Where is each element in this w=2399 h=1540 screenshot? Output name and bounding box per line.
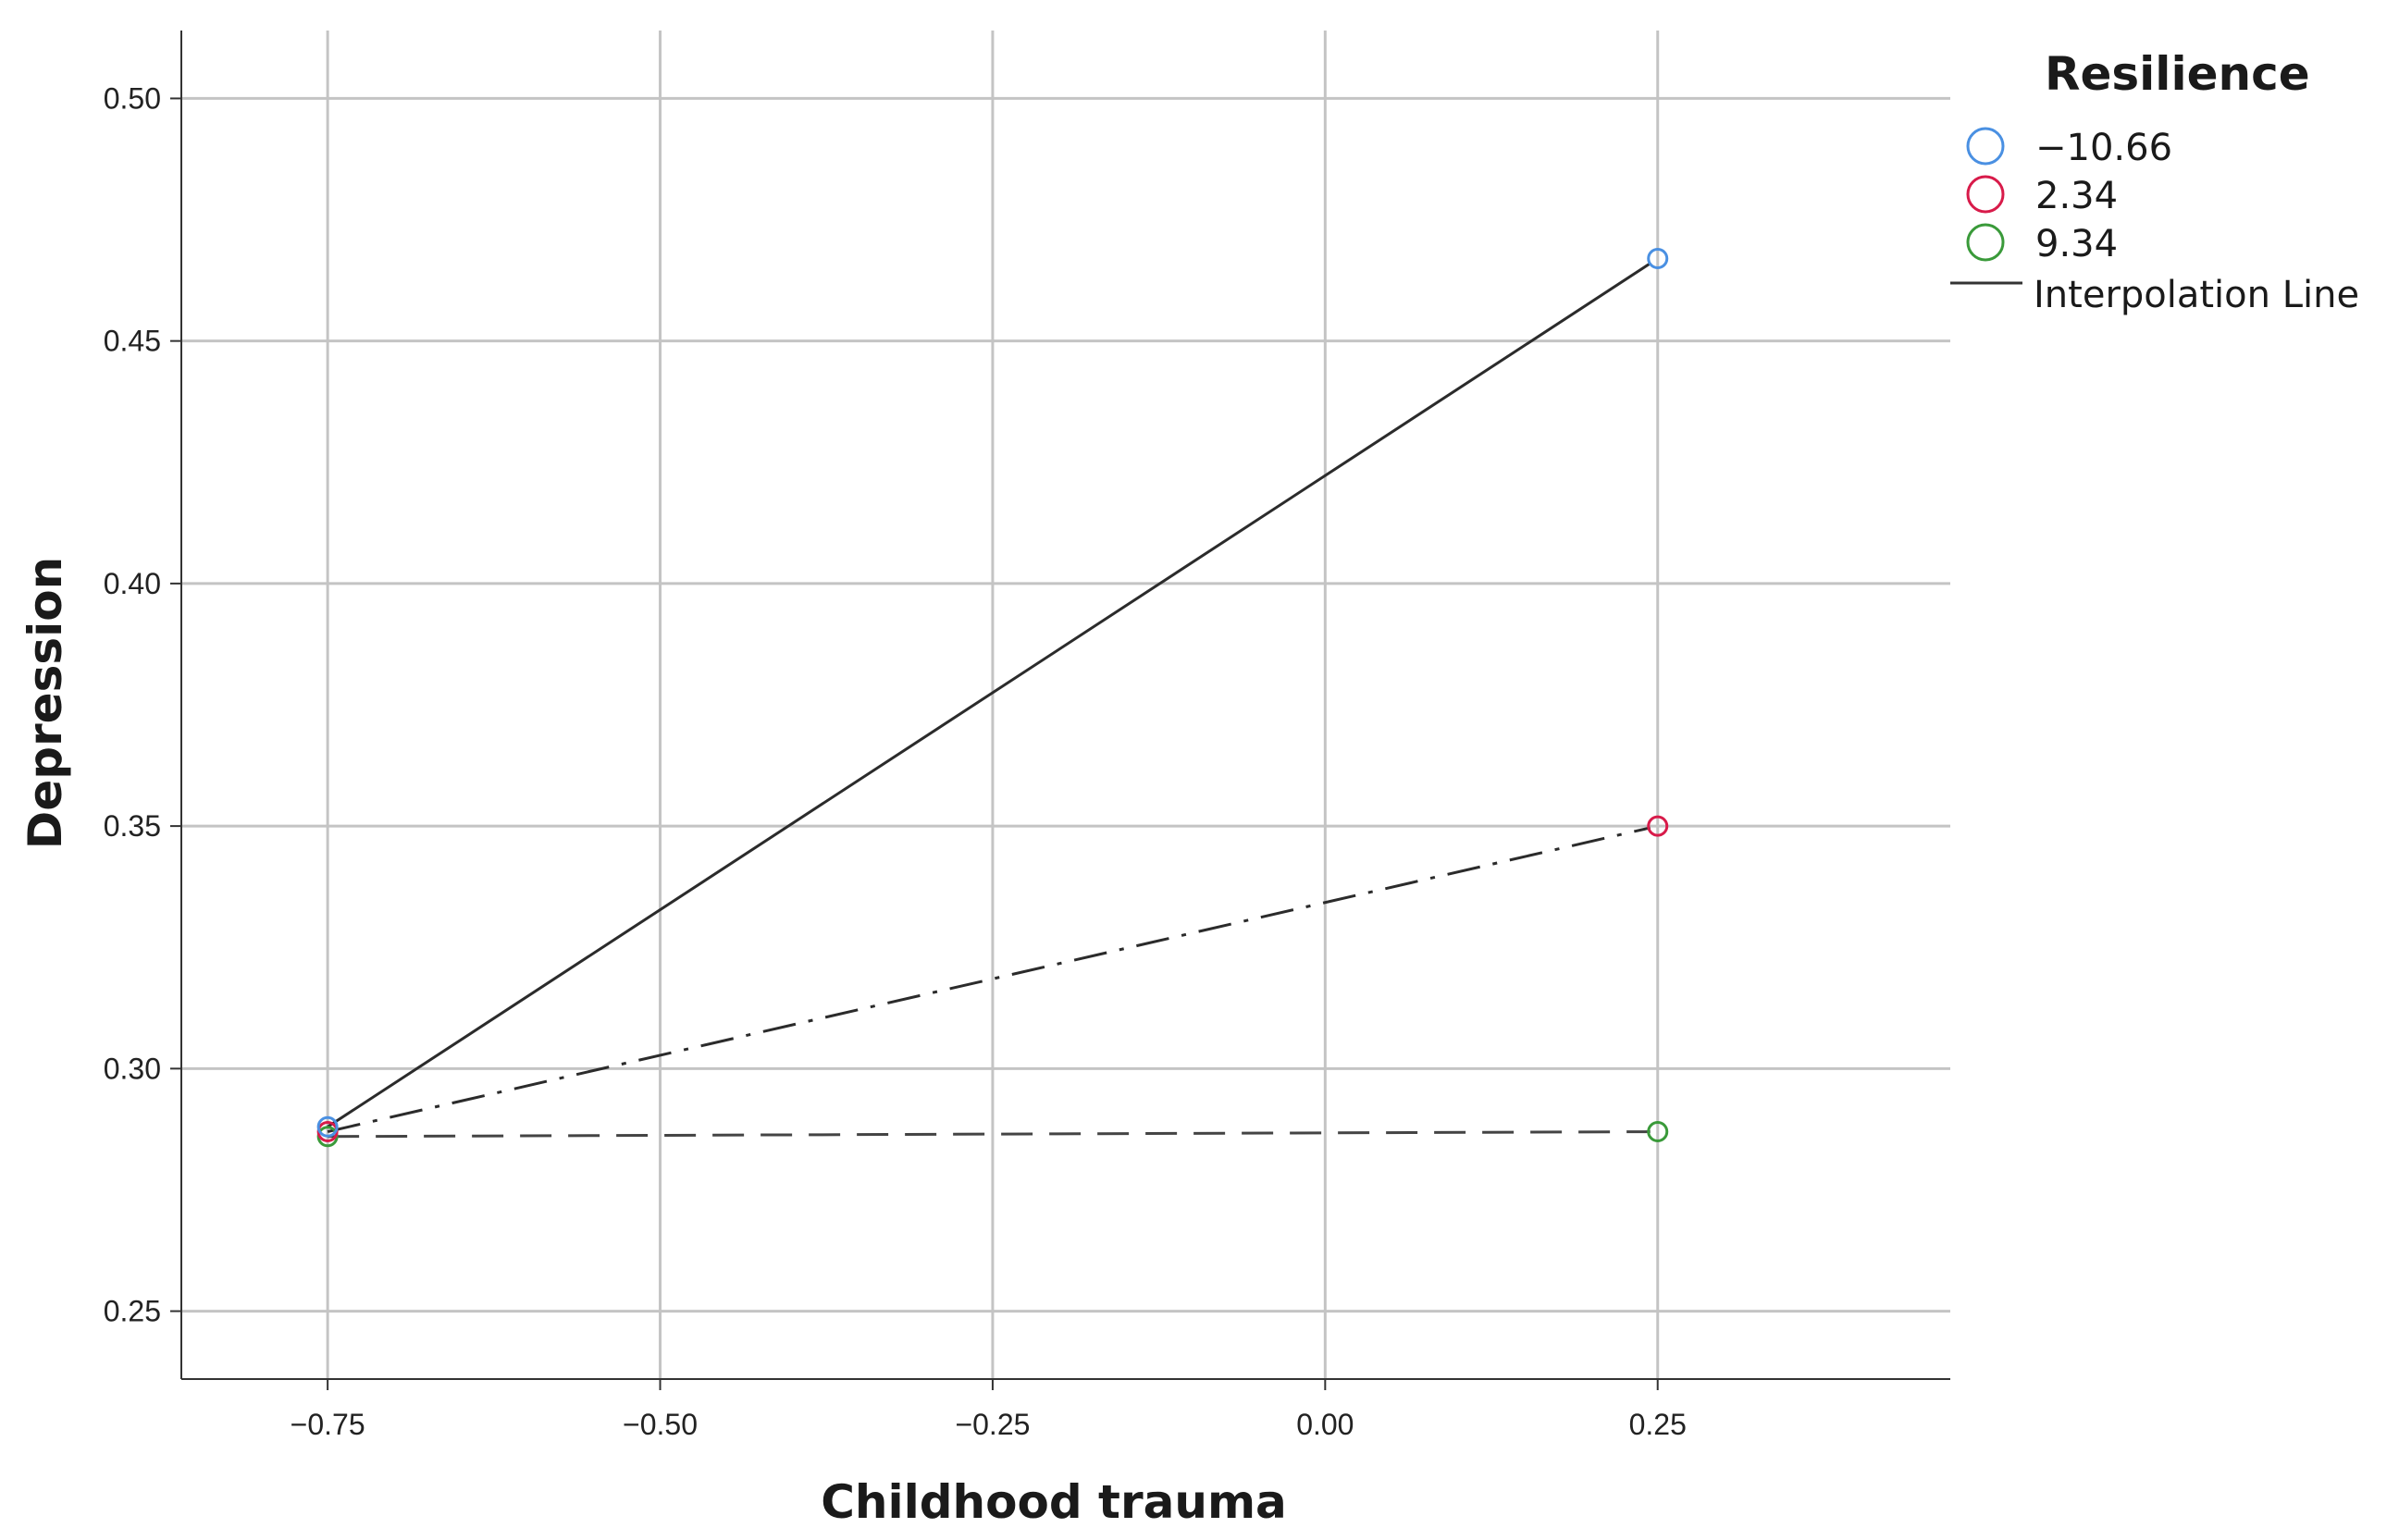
y-tick-label: 0.45 [104, 325, 161, 358]
legend-marker-2 [1966, 175, 2005, 214]
tick-labels: −0.75 −0.50 −0.25 0.00 0.25 0.25 0.30 0.35 0.40 0… [104, 81, 1687, 1441]
legend-label-2: 2.34 [2035, 175, 2118, 217]
series-line-2 [327, 826, 1651, 1133]
x-tick-label: −0.50 [623, 1408, 698, 1441]
data-point-series-3 [1647, 1121, 1669, 1143]
legend-interpolation-line-label: Interpolation Line [2034, 274, 2359, 316]
x-axis-title: Childhood trauma [821, 1475, 1287, 1529]
y-tick-label: 0.40 [104, 567, 161, 600]
data-point-series-1 [316, 1115, 339, 1138]
data-point-series-1 [1647, 247, 1669, 269]
y-tick-label: 0.30 [104, 1052, 161, 1085]
y-tick-label: 0.35 [104, 809, 161, 843]
x-tick-label: 0.25 [1629, 1408, 1687, 1441]
y-axis-title: Depression [19, 557, 72, 849]
legend-label-1: −10.66 [2035, 127, 2172, 169]
series-lines [327, 262, 1651, 1139]
legend-marker-3 [1966, 223, 2005, 262]
series-line-1 [327, 262, 1651, 1128]
data-point-series-2 [1647, 815, 1669, 837]
y-tick-label: 0.50 [104, 81, 161, 115]
x-tick-label: 0.00 [1296, 1408, 1354, 1441]
legend-label-3: 9.34 [2035, 223, 2118, 265]
legend: Resilience −10.66 2.34 9.34 Interpolation … [1950, 47, 2359, 316]
legend-title: Resilience [2045, 47, 2310, 101]
x-tick-label: −0.75 [291, 1408, 365, 1441]
x-tick-label: −0.25 [955, 1408, 1030, 1441]
axes [180, 31, 1950, 1380]
grid-lines [181, 31, 1950, 1379]
data-points [316, 247, 1669, 1148]
legend-items: −10.66 2.34 9.34 [1966, 127, 2172, 265]
legend-marker-1 [1966, 127, 2005, 166]
series-line-3 [328, 1130, 1651, 1139]
y-tick-label: 0.25 [104, 1295, 161, 1328]
